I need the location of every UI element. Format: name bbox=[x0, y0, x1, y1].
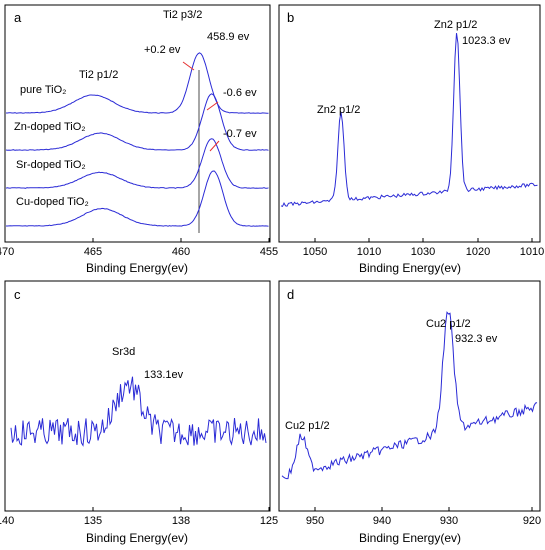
c-tick-label-0: 140 bbox=[0, 515, 14, 527]
panel-c-xlabel: Binding Energy(ev) bbox=[86, 531, 188, 545]
sr-trace bbox=[10, 376, 267, 447]
c-tick-label-2: 138 bbox=[172, 515, 190, 527]
annot-shift-neg7: -0.7 ev bbox=[223, 128, 257, 140]
panel-a: 470 465 460 455 pure TiO₂ Zn-doped TiO₂ Sr-… bbox=[0, 9, 278, 275]
shift-arrow-3 bbox=[209, 140, 220, 152]
annot-shift-pos: +0.2 ev bbox=[144, 44, 181, 56]
shift-arrow-1 bbox=[182, 61, 195, 71]
shift-arrow-2 bbox=[206, 101, 219, 111]
annot-cu-main: Cu2 p1/2 bbox=[426, 318, 471, 330]
annot-ti-p32-value: 458.9 ev bbox=[207, 31, 250, 43]
panel-d: 950 940 930 920 Cu2 p1/2 Cu2 p1/2 932.3 ev … bbox=[281, 311, 541, 545]
annot-ti-p12: Ti2 p1/2 bbox=[79, 69, 118, 81]
d-tick-label-3: 920 bbox=[523, 515, 541, 527]
series-trace-0 bbox=[6, 52, 269, 114]
annot-zn-peak1: Zn2 p1/2 bbox=[317, 104, 360, 116]
panel-letter-d: d bbox=[287, 287, 294, 302]
d-tick-label-1: 940 bbox=[373, 515, 391, 527]
panel-a-frame bbox=[4, 4, 271, 243]
b-tick-label-2: 1030 bbox=[411, 246, 435, 258]
a-tick-label-3: 455 bbox=[260, 246, 278, 258]
panel-a-xlabel: Binding Energy(ev) bbox=[86, 261, 188, 275]
panel-b-xlabel: Binding Energy(ev) bbox=[359, 261, 461, 275]
panel-b-frame bbox=[278, 4, 541, 243]
panel-letter-b: b bbox=[287, 10, 294, 25]
annot-zn-peak2: Zn2 p1/2 bbox=[434, 19, 477, 31]
b-tick-label-1: 1010 bbox=[357, 246, 381, 258]
annot-sr3d-value: 133.1ev bbox=[144, 369, 184, 381]
annot-cu-small: Cu2 p1/2 bbox=[285, 420, 330, 432]
c-tick-label-1: 135 bbox=[84, 515, 102, 527]
panel-letter-a: a bbox=[14, 10, 22, 25]
b-tick-label-3: 1020 bbox=[466, 246, 490, 258]
a-tick-label-0: 470 bbox=[0, 246, 14, 258]
series-trace-3 bbox=[6, 170, 269, 227]
b-tick-label-0: 1050 bbox=[303, 246, 327, 258]
a-tick-label-2: 460 bbox=[172, 246, 190, 258]
zn-trace bbox=[280, 33, 538, 208]
panel-c: 140 135 138 125 Sr3d 133.1ev Binding Energy… bbox=[0, 346, 278, 545]
annot-cu-main-value: 932.3 ev bbox=[455, 333, 498, 345]
series-label-zn: Zn-doped TiO₂ bbox=[14, 121, 86, 133]
d-tick-label-2: 930 bbox=[440, 515, 458, 527]
series-label-pure: pure TiO₂ bbox=[20, 84, 66, 96]
series-trace-1 bbox=[5, 93, 269, 151]
panel-d-xlabel: Binding Energy(ev) bbox=[359, 531, 461, 545]
series-label-sr: Sr-doped TiO₂ bbox=[16, 159, 86, 171]
a-tick-label-1: 465 bbox=[84, 246, 102, 258]
annot-sr3d: Sr3d bbox=[112, 346, 135, 358]
d-tick-label-0: 950 bbox=[306, 515, 324, 527]
panel-b: 1050 1010 1030 1020 1010 Zn2 p1/2 Zn2 p1/2 1… bbox=[280, 19, 544, 275]
annot-zn-peak2-value: 1023.3 ev bbox=[462, 35, 511, 47]
panel-letter-c: c bbox=[14, 287, 21, 302]
c-tick-label-3: 125 bbox=[260, 515, 278, 527]
series-label-cu: Cu-doped TiO₂ bbox=[16, 196, 89, 208]
annot-shift-neg6: -0.6 ev bbox=[223, 87, 257, 99]
b-tick-label-4: 1010 bbox=[520, 246, 544, 258]
series-trace-2 bbox=[5, 138, 269, 189]
panel-c-frame bbox=[4, 280, 271, 512]
cu-trace bbox=[281, 311, 538, 480]
annot-ti-p32: Ti2 p3/2 bbox=[163, 9, 202, 21]
panel-d-frame bbox=[278, 280, 541, 512]
